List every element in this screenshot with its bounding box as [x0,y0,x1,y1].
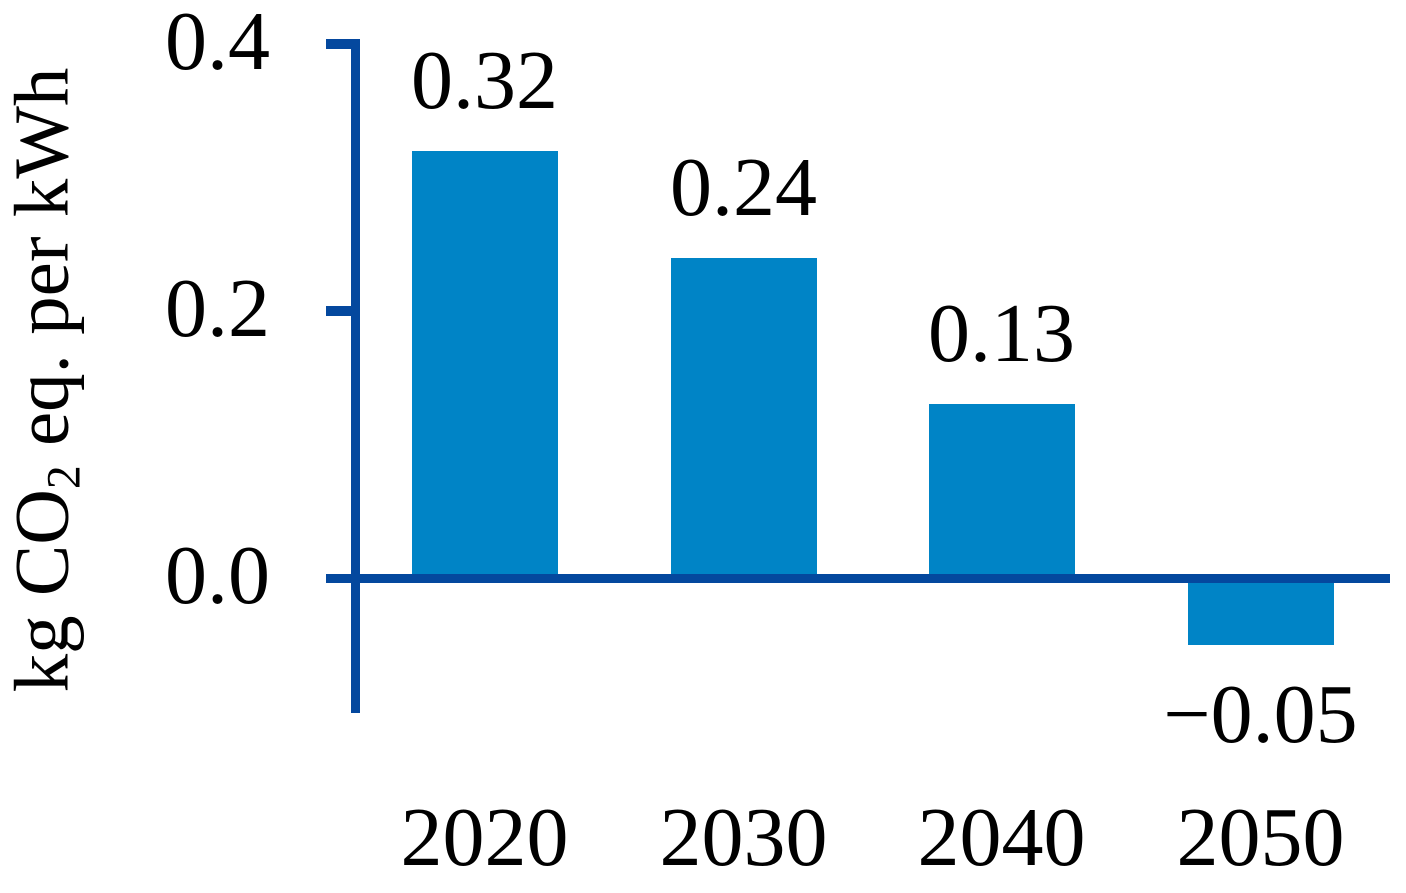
x-tick-label-2020: 2020 [400,791,569,884]
x-tick-label-2040: 2040 [917,791,1086,884]
bar-value-label-2030: 0.24 [670,140,817,234]
y-tick-label-0.4: 0.4 [165,0,270,88]
bar-2020 [411,150,558,578]
bar-value-label-2020: 0.32 [411,33,558,127]
y-axis-line [351,39,360,713]
bar-2050 [1187,578,1334,645]
x-tick-label-2050: 2050 [1176,791,1345,884]
bar-value-label-2050: −0.05 [1163,667,1358,761]
y-axis-tick-0.2 [326,306,360,316]
bar-2030 [670,257,817,578]
x-tick-label-2030: 2030 [659,791,828,884]
bar-2040 [928,404,1075,578]
y-axis-tick-0.4 [326,39,360,49]
y-tick-label-0.0: 0.0 [165,529,270,622]
zero-line [326,574,1390,583]
y-tick-label-0.2: 0.2 [165,262,270,355]
bar-value-label-2040: 0.13 [928,287,1075,381]
y-axis-title-subscript: 2 [37,465,91,490]
